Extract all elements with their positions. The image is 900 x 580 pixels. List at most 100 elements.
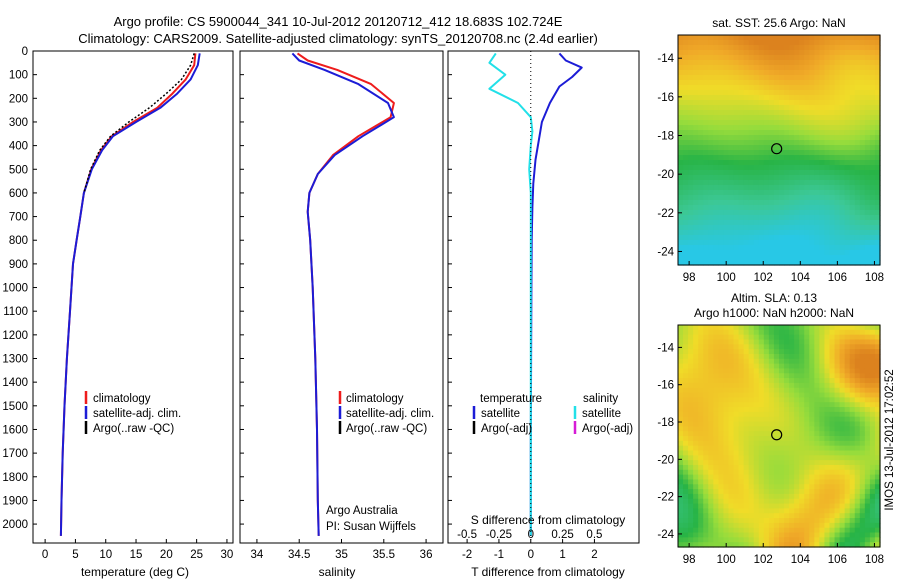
map-cell: [834, 130, 841, 136]
map-cell: [829, 120, 836, 126]
map-cell: [789, 230, 795, 236]
map-cell: [859, 353, 866, 360]
map-cell: [799, 513, 805, 519]
map-cell: [688, 60, 694, 66]
map-cell: [824, 250, 831, 256]
map-cell: [844, 416, 851, 423]
map-cell: [859, 455, 866, 461]
map-cell: [779, 150, 785, 156]
map-cell: [869, 170, 876, 176]
map-cell: [773, 426, 780, 432]
map-cell: [874, 460, 881, 466]
map-cell: [859, 125, 866, 131]
map-cell: [844, 120, 851, 126]
map-cell: [758, 165, 765, 171]
map-cell: [794, 40, 800, 46]
map-cell: [804, 325, 810, 331]
map-cell: [814, 508, 820, 514]
map-cell: [733, 170, 740, 176]
map-cell: [869, 339, 876, 345]
map-cell: [708, 363, 714, 370]
map-cell: [733, 190, 740, 196]
map-cell: [768, 40, 775, 46]
map-cell: [819, 402, 826, 408]
map-cell: [874, 527, 881, 534]
map-cell: [834, 235, 841, 241]
map-cell: [763, 215, 770, 221]
map-cell: [854, 250, 861, 256]
map-cell: [758, 334, 765, 341]
map-cell: [869, 353, 876, 360]
map-cell: [678, 402, 684, 408]
map-cell: [683, 493, 689, 500]
map-cell: [789, 373, 795, 379]
map-cell: [824, 240, 831, 246]
map-cell: [683, 200, 689, 206]
map-cell: [723, 426, 730, 432]
map-cell: [718, 368, 725, 374]
map-cell: [784, 513, 790, 519]
map-cell: [809, 450, 815, 456]
map-cell: [718, 397, 725, 403]
map-cell: [809, 464, 815, 471]
map-cell: [773, 527, 780, 534]
map-cell: [748, 255, 755, 261]
map-cell: [758, 70, 765, 76]
map-cell: [874, 440, 881, 447]
map-cell: [799, 460, 805, 466]
map-cell: [733, 484, 740, 490]
map-cell: [779, 140, 785, 146]
map-cell: [864, 508, 871, 514]
map-cell: [839, 150, 846, 156]
map-cell: [748, 235, 755, 241]
map-cell: [678, 469, 684, 476]
map-cell: [874, 200, 881, 206]
map-cell: [688, 440, 694, 447]
map-cell: [693, 503, 699, 509]
map-cell: [864, 489, 871, 495]
map-cell: [854, 200, 861, 206]
map-cell: [713, 474, 719, 481]
map-cell: [703, 185, 709, 191]
map-cell: [839, 90, 846, 96]
map-cell: [804, 416, 810, 423]
map-cell: [834, 392, 841, 398]
map-cell: [738, 402, 745, 408]
map-cell: [859, 513, 866, 519]
map-cell: [869, 190, 876, 196]
map-cell: [829, 185, 836, 191]
map-cell: [693, 513, 699, 519]
map-cell: [869, 484, 876, 490]
map-cell: [799, 503, 805, 509]
map-cell: [784, 110, 790, 116]
map-cell: [849, 445, 856, 452]
map-cell: [768, 426, 775, 432]
map-cell: [683, 339, 689, 345]
map-cell: [723, 368, 730, 374]
map-cell: [824, 130, 831, 136]
map-cell: [743, 240, 750, 246]
map-cell: [733, 70, 740, 76]
map-cell: [768, 115, 775, 121]
depth-tick-label: 600: [9, 188, 28, 200]
map-cell: [738, 397, 745, 403]
map-cell: [824, 392, 831, 398]
map-cell: [829, 450, 836, 456]
map-cell: [784, 440, 790, 447]
map-cell: [864, 349, 871, 355]
map-cell: [854, 344, 861, 350]
map-cell: [683, 387, 689, 394]
map-cell: [814, 165, 820, 171]
map-cell: [763, 532, 770, 538]
map-cell: [773, 95, 780, 101]
x-tick-label: 30: [221, 549, 234, 561]
map-cell: [748, 378, 755, 384]
map-cell: [819, 45, 826, 51]
map-cell: [703, 522, 709, 529]
map-cell: [869, 95, 876, 101]
map-cell: [784, 392, 790, 398]
map-cell: [799, 498, 805, 505]
map-cell: [723, 190, 730, 196]
map-cell: [874, 479, 881, 485]
map-cell: [753, 70, 760, 76]
